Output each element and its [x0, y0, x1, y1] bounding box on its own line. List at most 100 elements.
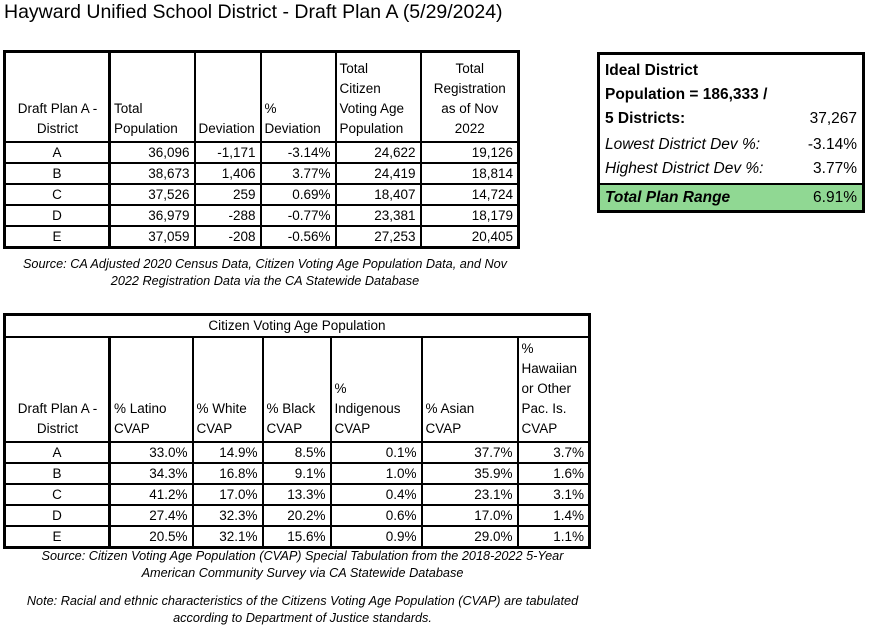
- value-cell: 19,126: [419, 141, 520, 164]
- value-cell: 37,526: [108, 183, 196, 206]
- district-cell: E: [3, 225, 111, 249]
- doj-note: Note: Racial and ethnic characteristics …: [26, 594, 579, 625]
- value-cell: 3.1%: [516, 483, 591, 506]
- value-cell: 9.1%: [261, 462, 332, 485]
- highest-deviation-label: Highest District Dev %:: [605, 160, 764, 177]
- heading-text: Ideal District: [605, 62, 699, 79]
- value-cell: -3.14%: [259, 141, 337, 164]
- highest-deviation-row: Highest District Dev %: 3.77%: [600, 157, 862, 181]
- column-header-deviation: Deviation: [193, 50, 262, 143]
- value-cell: 17.0%: [420, 504, 519, 527]
- ideal-population-value: 37,267: [809, 110, 857, 127]
- value-cell: 1.6%: [516, 462, 591, 485]
- column-header-white-cvap: % White CVAP: [191, 336, 264, 443]
- value-cell: 18,814: [419, 162, 520, 185]
- value-cell: 0.69%: [259, 183, 337, 206]
- district-cell: C: [3, 183, 111, 206]
- column-header-latino-cvap: % Latino CVAP: [108, 336, 194, 443]
- district-cell: D: [3, 504, 111, 527]
- value-cell: 32.3%: [191, 504, 264, 527]
- value-cell: 24,622: [334, 141, 422, 164]
- value-cell: 38,673: [108, 162, 196, 185]
- value-cell: 29.0%: [420, 525, 519, 549]
- value-cell: 18,407: [334, 183, 422, 206]
- value-cell: 17.0%: [191, 483, 264, 506]
- value-cell: 37,059: [108, 225, 196, 249]
- value-cell: 41.2%: [108, 483, 194, 506]
- value-cell: 14.9%: [191, 441, 264, 464]
- value-cell: 36,979: [108, 204, 196, 227]
- total-plan-range-label: Total Plan Range: [605, 189, 731, 206]
- value-cell: 259: [193, 183, 262, 206]
- table-row-district-c: C 41.2% 17.0% 13.3% 0.4% 23.1% 3.1%: [3, 483, 591, 506]
- value-cell: -0.56%: [259, 225, 337, 249]
- value-cell: -0.77%: [259, 204, 337, 227]
- value-cell: 20,405: [419, 225, 520, 249]
- ideal-population-row: 5 Districts: 37,267: [600, 107, 862, 131]
- district-cell: C: [3, 483, 111, 506]
- district-cell: B: [3, 162, 111, 185]
- column-header-asian-cvap: % Asian CVAP: [420, 336, 519, 443]
- column-header-district: Draft Plan A - District: [3, 50, 111, 143]
- value-cell: 16.8%: [191, 462, 264, 485]
- cvap-header-row: Draft Plan A - District % Latino CVAP % …: [3, 336, 591, 443]
- value-cell: -208: [193, 225, 262, 249]
- column-header-total-registration: Total Registration as of Nov 2022: [419, 50, 520, 143]
- column-header-total-population: Total Population: [108, 50, 196, 143]
- value-cell: 20.2%: [261, 504, 332, 527]
- ideal-population-label: 5 Districts:: [605, 110, 686, 127]
- column-header-black-cvap: % Black CVAP: [261, 336, 332, 443]
- table-row-district-c: C 37,526 259 0.69% 18,407 14,724: [3, 183, 520, 206]
- value-cell: 1,406: [193, 162, 262, 185]
- value-cell: 1.4%: [516, 504, 591, 527]
- value-cell: 33.0%: [108, 441, 194, 464]
- value-cell: 35.9%: [420, 462, 519, 485]
- value-cell: 23,381: [334, 204, 422, 227]
- lowest-deviation-value: -3.14%: [807, 136, 857, 153]
- value-cell: 1.0%: [329, 462, 423, 485]
- value-cell: 27,253: [334, 225, 422, 249]
- value-cell: 18,179: [419, 204, 520, 227]
- table-row-district-d: D 36,979 -288 -0.77% 23,381 18,179: [3, 204, 520, 227]
- value-cell: 15.6%: [261, 525, 332, 549]
- district-cell: E: [3, 525, 111, 549]
- table-row-district-e: E 20.5% 32.1% 15.6% 0.9% 29.0% 1.1%: [3, 525, 591, 549]
- panel-heading-line1: Ideal District: [600, 59, 862, 83]
- cvap-table-title: Citizen Voting Age Population: [3, 313, 591, 338]
- value-cell: 24,419: [334, 162, 422, 185]
- value-cell: 27.4%: [108, 504, 194, 527]
- value-cell: 32.1%: [191, 525, 264, 549]
- district-cell: A: [3, 441, 111, 464]
- district-cell: B: [3, 462, 111, 485]
- value-cell: 0.1%: [329, 441, 423, 464]
- value-cell: 0.6%: [329, 504, 423, 527]
- table-row-district-b: B 34.3% 16.8% 9.1% 1.0% 35.9% 1.6%: [3, 462, 591, 485]
- panel-heading-line2: Population = 186,333 /: [600, 83, 862, 107]
- column-header-indigenous-cvap: % Indigenous CVAP: [329, 336, 423, 443]
- value-cell: 37.7%: [420, 441, 519, 464]
- lowest-deviation-label: Lowest District Dev %:: [605, 136, 761, 153]
- district-cell: A: [3, 141, 111, 164]
- value-cell: 1.1%: [516, 525, 591, 549]
- value-cell: 34.3%: [108, 462, 194, 485]
- total-plan-range-row: Total Plan Range 6.91%: [600, 183, 862, 210]
- value-cell: -1,171: [193, 141, 262, 164]
- table-row-district-a: A 33.0% 14.9% 8.5% 0.1% 37.7% 3.7%: [3, 441, 591, 464]
- page-title: Hayward Unified School District - Draft …: [4, 1, 503, 23]
- lowest-deviation-row: Lowest District Dev %: -3.14%: [600, 133, 862, 157]
- ideal-district-panel: Ideal District Population = 186,333 / 5 …: [597, 52, 865, 213]
- value-cell: 14,724: [419, 183, 520, 206]
- value-cell: 8.5%: [261, 441, 332, 464]
- column-header-pct-deviation: % Deviation: [259, 50, 337, 143]
- column-header-total-cvap: Total Citizen Voting Age Population: [334, 50, 422, 143]
- cvap-banner-row: Citizen Voting Age Population: [3, 313, 591, 338]
- plan-table-header-row: Draft Plan A - District Total Population…: [3, 50, 520, 143]
- district-cell: D: [3, 204, 111, 227]
- value-cell: 3.77%: [259, 162, 337, 185]
- value-cell: 0.4%: [329, 483, 423, 506]
- table-row-district-b: B 38,673 1,406 3.77% 24,419 18,814: [3, 162, 520, 185]
- total-plan-range-value: 6.91%: [813, 189, 857, 206]
- column-header-hawaiian-cvap: % Hawaiian or Other Pac. Is. CVAP: [516, 336, 591, 443]
- table-row-district-e: E 37,059 -208 -0.56% 27,253 20,405: [3, 225, 520, 249]
- cvap-table: Citizen Voting Age Population Draft Plan…: [3, 313, 591, 549]
